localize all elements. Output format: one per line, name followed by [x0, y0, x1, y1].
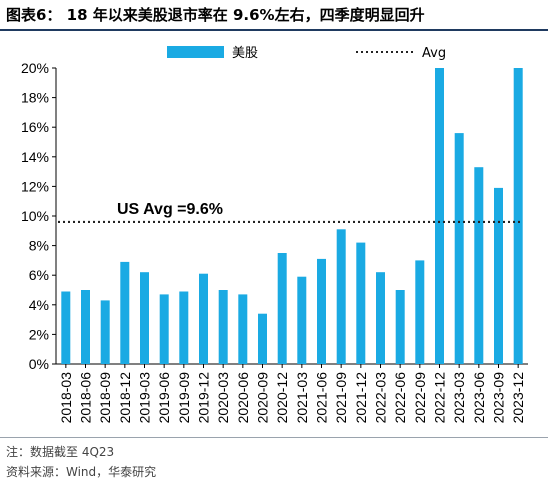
bar: [159, 294, 169, 364]
x-tick-label: 2021-03: [294, 372, 310, 424]
y-tick-label: 20%: [21, 60, 49, 76]
x-tick-label: 2018-06: [78, 372, 94, 424]
bar: [100, 300, 110, 364]
bar: [258, 313, 267, 364]
bar: [454, 133, 464, 364]
x-tick-label: 2018-09: [97, 372, 113, 424]
title-divider: [0, 29, 548, 31]
x-tick-label: 2021-09: [333, 372, 349, 424]
bar: [277, 253, 287, 364]
legend-label-avg: Avg: [422, 46, 446, 61]
bar: [317, 258, 326, 364]
bar: [513, 68, 523, 364]
chart-title: 图表6： 18 年以来美股退市率在 9.6%左右，四季度明显回升: [6, 6, 425, 24]
bar: [238, 294, 248, 364]
bar: [395, 290, 405, 364]
y-tick-label: 12%: [21, 178, 49, 194]
x-tick-label: 2022-12: [432, 372, 448, 424]
footnote: 注：数据截至 4Q23: [6, 445, 115, 459]
x-tick-label: 2020-06: [235, 372, 251, 424]
legend: 美股 Avg: [167, 46, 446, 61]
bar: [120, 261, 130, 364]
legend-label-bars: 美股: [232, 46, 258, 61]
bar: [376, 272, 385, 364]
x-tick-label: 2023-12: [510, 372, 526, 424]
x-tick-label: 2019-12: [196, 372, 212, 424]
average-line-group: US Avg =9.6%: [58, 201, 520, 224]
x-tick-label: 2020-09: [255, 372, 271, 424]
average-label: US Avg =9.6%: [117, 201, 223, 218]
x-tick-labels: 2018-03 2018-06 2018-09 2018-12 2019-03 2019-…: [58, 372, 526, 424]
y-tick-label: 8%: [29, 238, 49, 254]
x-tick-label: 2023-03: [451, 372, 467, 424]
x-tick-label: 2021-12: [353, 372, 369, 424]
y-tick-label: 6%: [29, 267, 49, 283]
y-tick-label: 2%: [29, 326, 49, 342]
x-tick-label: 2023-06: [471, 372, 487, 424]
x-tick-label: 2018-12: [117, 372, 133, 424]
x-tick-label: 2019-03: [137, 372, 153, 424]
bar: [336, 229, 346, 364]
x-tick-label: 2020-03: [215, 372, 231, 424]
x-tick-label: 2021-06: [314, 372, 330, 424]
axes: [52, 67, 528, 368]
bar: [218, 290, 228, 364]
bar: [494, 187, 503, 364]
y-tick-label: 4%: [29, 297, 49, 313]
bar: [297, 276, 307, 364]
x-tick-label: 2022-06: [392, 372, 408, 424]
y-tick-labels: 0% 2% 4% 6% 8% 10% 12% 14% 16% 18% 20%: [21, 60, 49, 372]
x-tick-label: 2018-03: [58, 372, 74, 424]
x-tick-label: 2020-12: [274, 372, 290, 424]
x-tick-label: 2023-09: [491, 372, 507, 424]
y-tick-label: 10%: [21, 208, 49, 224]
bar: [81, 290, 90, 364]
x-tick-label: 2022-09: [412, 372, 428, 424]
y-tick-label: 16%: [21, 119, 49, 135]
x-tick-label: 2019-09: [176, 372, 192, 424]
x-tick-label: 2019-06: [156, 372, 172, 424]
bars: [61, 68, 523, 364]
bar: [356, 242, 366, 364]
y-tick-label: 18%: [21, 90, 49, 106]
bar: [61, 291, 71, 364]
footer-divider: [0, 437, 548, 438]
bar: [415, 260, 425, 364]
legend-swatch-bars: [167, 46, 224, 58]
bar: [179, 291, 189, 364]
y-tick-label: 14%: [21, 149, 49, 165]
bar: [140, 272, 149, 364]
bar: [474, 167, 484, 364]
bar: [199, 273, 208, 364]
x-tick-label: 2022-03: [373, 372, 389, 424]
bar: [435, 68, 444, 364]
source-note: 资料来源：Wind，华泰研究: [6, 465, 157, 479]
y-tick-label: 0%: [29, 356, 49, 372]
